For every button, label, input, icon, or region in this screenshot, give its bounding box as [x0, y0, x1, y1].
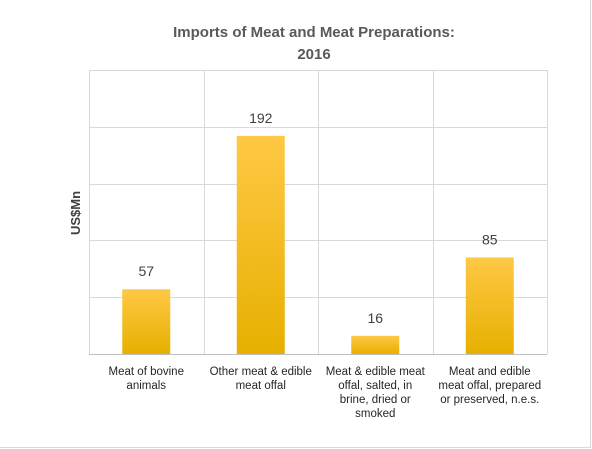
- data-label: 192: [249, 110, 273, 126]
- category-label: smoked: [355, 408, 395, 420]
- data-label: 85: [482, 231, 498, 247]
- category-label: Meat & edible meat: [326, 366, 426, 378]
- category-label: Meat of bovine: [109, 366, 184, 378]
- category-labels: Meat of bovine animals Other meat & edible…: [109, 366, 542, 420]
- bar: [236, 135, 285, 354]
- category-label: meat offal, prepared: [438, 380, 541, 392]
- chart-title-line: 2016: [297, 46, 330, 63]
- y-axis-label: US$Mn: [68, 191, 83, 235]
- bar: [122, 289, 171, 354]
- data-label: 16: [367, 310, 383, 326]
- category-label: Other meat & edible: [210, 366, 312, 378]
- category-label: or preserved, n.e.s.: [440, 394, 539, 406]
- bar: [465, 257, 514, 354]
- bar: [351, 335, 400, 354]
- chart-title-line: Imports of Meat and Meat Preparations:: [173, 24, 455, 41]
- category-label: offal, salted, in: [338, 380, 412, 392]
- category-label: animals: [126, 380, 166, 392]
- category-label: brine, dried or: [340, 394, 411, 406]
- data-labels: 57 192 16 85: [138, 110, 497, 326]
- category-label: Meat and edible: [449, 366, 531, 378]
- bars: [122, 135, 514, 354]
- data-label: 57: [138, 263, 154, 279]
- category-label: meat offal: [236, 380, 286, 392]
- chart-title: Imports of Meat and Meat Preparations: 20…: [173, 24, 455, 63]
